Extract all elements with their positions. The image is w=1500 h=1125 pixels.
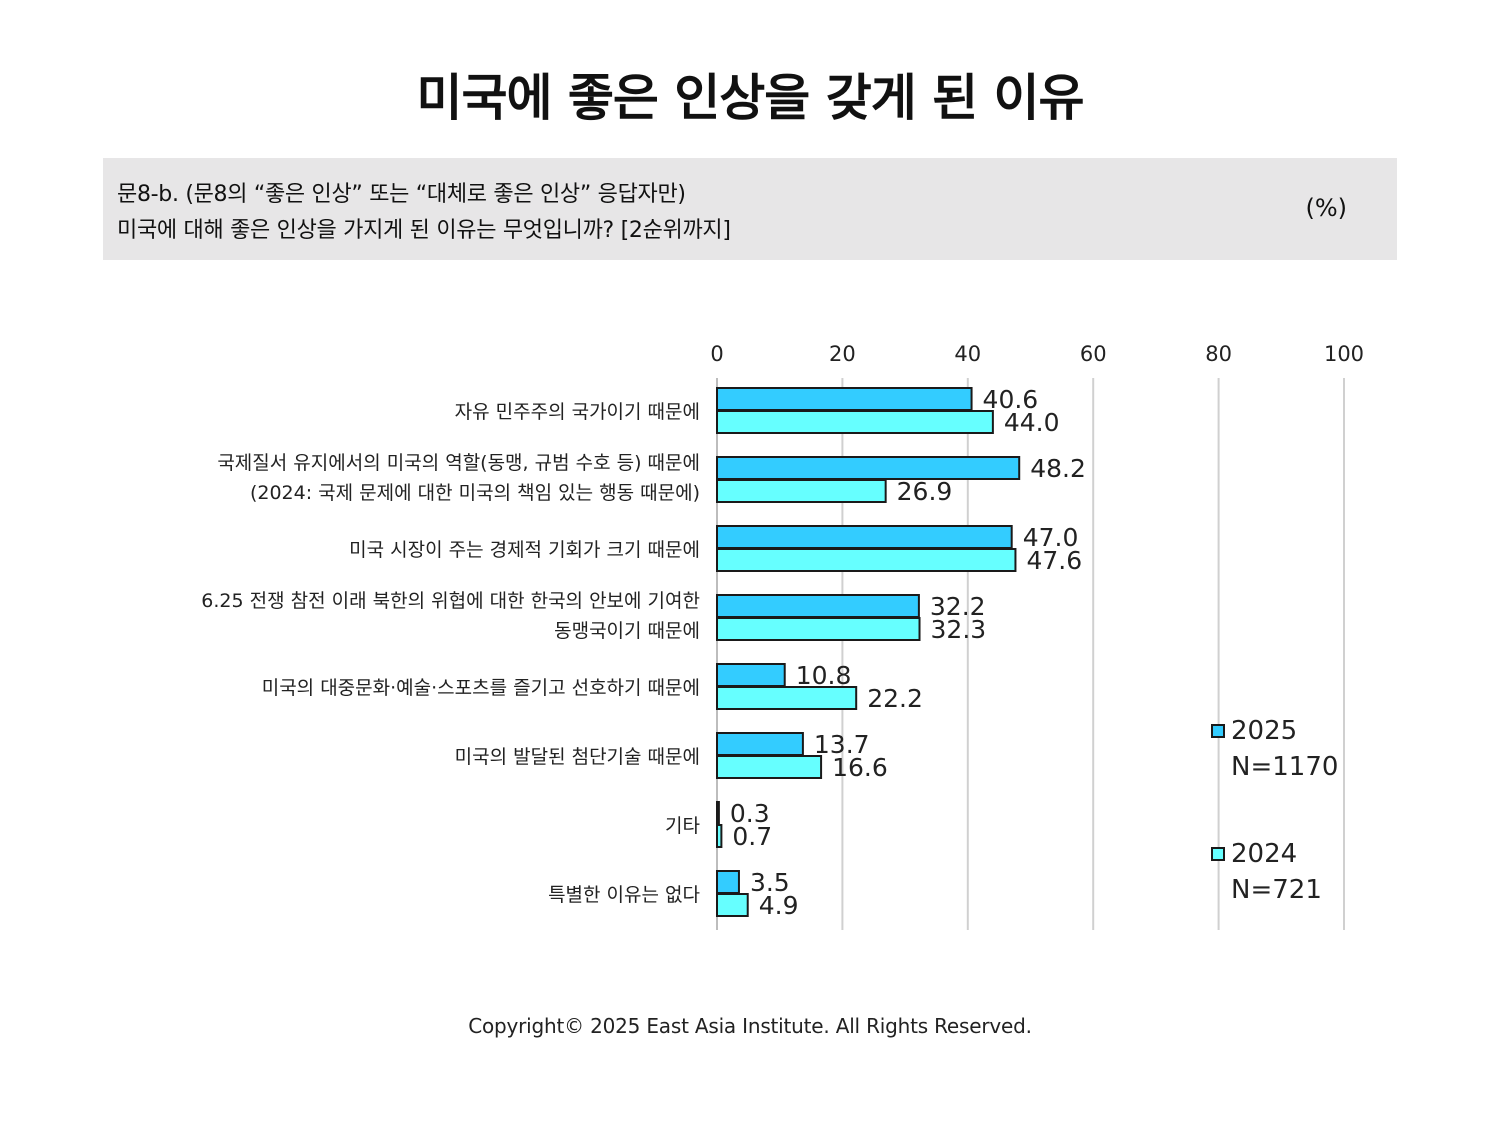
bar-2024-4 (716, 686, 858, 710)
data-label-2024-6: 0.7 (732, 822, 772, 851)
bar-2025-3 (716, 594, 920, 618)
data-label-2025-3: 32.2 (930, 592, 986, 621)
bar-2024-3 (716, 617, 921, 641)
category-label-4: 미국의 대중문화·예술·스포츠를 즐기고 선호하기 때문에 (262, 677, 700, 699)
category-label-1: 국제질서 유지에서의 미국의 역할(동맹, 규범 수호 등) 때문에 (217, 452, 700, 474)
data-label-2025-2: 47.0 (1023, 523, 1079, 552)
category-label-3: 6.25 전쟁 참전 이래 북한의 위협에 대한 한국의 안보에 기여한 (201, 590, 700, 612)
x-tick-label: 100 (1324, 342, 1364, 366)
copyright-notice: Copyright© 2025 East Asia Institute. All… (468, 1014, 1032, 1038)
question-text-line-1: 문8-b. (문8의 “좋은 인상” 또는 “대체로 좋은 인상” 응답자만) (117, 182, 686, 207)
bar-2024-0 (716, 410, 994, 434)
bar-2024-7 (716, 893, 749, 917)
bar-2025-4 (716, 663, 786, 687)
bar-2024-1 (716, 479, 887, 503)
chart-title: 미국에 좋은 인상을 갖게 된 이유 (416, 69, 1084, 127)
data-label-2024-2: 47.6 (1026, 546, 1082, 575)
data-label-2025-0: 40.6 (983, 385, 1039, 414)
x-tick-label: 20 (829, 342, 856, 366)
bar-2024-6 (716, 824, 723, 848)
legend-n-2024: N=721 (1231, 875, 1322, 905)
legend-swatch-2024 (1211, 847, 1225, 861)
question-box: 문8-b. (문8의 “좋은 인상” 또는 “대체로 좋은 인상” 응답자만) … (103, 158, 1397, 260)
category-label-3: 동맹국이기 때문에 (554, 620, 700, 642)
x-tick-label: 0 (710, 342, 723, 366)
data-label-2024-5: 16.6 (832, 753, 888, 782)
data-labels: 40.644.0 48.2 26.9 47.047.6 32.232.3 10.8 22.2… (730, 385, 1086, 920)
data-label-2024-1: 26.9 (897, 477, 953, 506)
data-label-2025-6: 0.3 (730, 799, 770, 828)
category-label-1: (2024: 국제 문제에 대한 미국의 책임 있는 행동 때문에) (250, 482, 700, 504)
data-label-2024-3: 32.3 (931, 615, 987, 644)
data-label-2025-1: 48.2 (1030, 454, 1086, 483)
bar-2025-1 (716, 456, 1021, 480)
bar-2025-7 (716, 870, 740, 894)
bar-2025-0 (716, 387, 973, 411)
category-label-6: 기타 (665, 815, 700, 837)
bar-2025-5 (716, 732, 804, 756)
data-label-2024-0: 44.0 (1004, 408, 1060, 437)
category-label-5: 미국의 발달된 첨단기술 때문에 (455, 746, 700, 768)
legend: 2025 N=1170 2024 N=721 (1211, 716, 1338, 905)
legend-label-2025: 2025 (1231, 716, 1297, 746)
x-tick-label: 60 (1080, 342, 1107, 366)
legend-label-2024: 2024 (1231, 839, 1297, 869)
category-label-0: 자유 민주주의 국가이기 때문에 (455, 401, 700, 423)
bar-2025-2 (716, 525, 1013, 549)
data-label-2024-4: 22.2 (867, 684, 923, 713)
bar-2025-6 (716, 801, 720, 825)
unit-label: (%) (1305, 194, 1347, 222)
legend-swatch-2025 (1211, 724, 1225, 738)
data-label-2024-7: 4.9 (759, 891, 799, 920)
category-label-7: 특별한 이유는 없다 (548, 884, 700, 906)
data-label-2025-4: 10.8 (796, 661, 852, 690)
x-tick-label: 80 (1205, 342, 1232, 366)
data-label-2025-7: 3.5 (750, 868, 790, 897)
data-label-2025-5: 13.7 (814, 730, 870, 759)
category-label-2: 미국 시장이 주는 경제적 기회가 크기 때문에 (349, 539, 700, 561)
legend-n-2025: N=1170 (1231, 752, 1338, 782)
x-tick-label: 40 (954, 342, 981, 366)
bar-2024-2 (716, 548, 1017, 572)
bar-2024-5 (716, 755, 823, 779)
x-axis-ticks: 0 20 40 60 80 100 (710, 342, 1364, 366)
question-text-line-2: 미국에 대해 좋은 인상을 가지게 된 이유는 무엇입니까? [2순위까지] (117, 218, 731, 243)
bars (716, 387, 1021, 917)
